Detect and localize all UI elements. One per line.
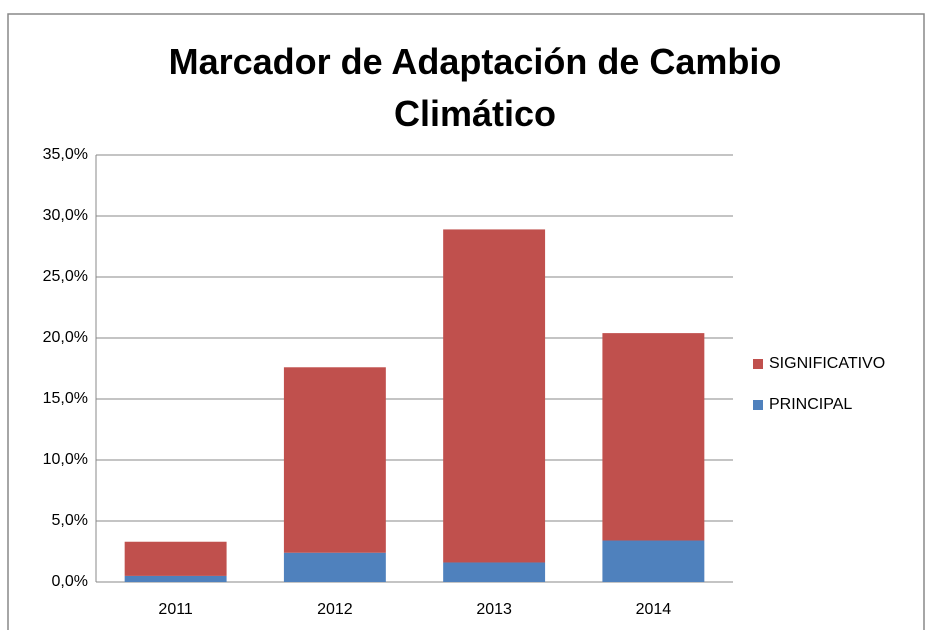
bar-segment bbox=[602, 333, 705, 541]
legend-swatch bbox=[753, 400, 763, 410]
y-tick-label: 30,0% bbox=[43, 207, 88, 224]
bar-segment bbox=[602, 540, 705, 582]
y-tick-label: 25,0% bbox=[43, 268, 88, 285]
y-tick-label: 5,0% bbox=[52, 512, 88, 529]
bar-segment bbox=[443, 562, 546, 582]
bar-segment bbox=[283, 367, 386, 553]
x-tick-label: 2012 bbox=[317, 601, 353, 618]
legend-swatch bbox=[753, 359, 763, 369]
y-tick-label: 15,0% bbox=[43, 390, 88, 407]
chart-title: Marcador de Adaptación de Cambio Climáti… bbox=[168, 41, 782, 134]
x-tick-label: 2014 bbox=[636, 601, 672, 618]
legend-label: PRINCIPAL bbox=[769, 396, 852, 413]
y-tick-label: 10,0% bbox=[43, 451, 88, 468]
bar-segment bbox=[124, 575, 227, 582]
bar-segment bbox=[443, 229, 546, 563]
y-tick-label: 0,0% bbox=[52, 573, 88, 590]
y-tick-label: 35,0% bbox=[43, 146, 88, 163]
x-tick-label: 2013 bbox=[476, 601, 512, 618]
chart-border bbox=[7, 13, 925, 630]
bar-segment bbox=[283, 552, 386, 582]
x-tick-label: 2011 bbox=[158, 601, 193, 618]
legend-label: SIGNIFICATIVO bbox=[769, 355, 885, 372]
y-tick-label: 20,0% bbox=[43, 329, 88, 346]
bar-segment bbox=[124, 541, 227, 576]
